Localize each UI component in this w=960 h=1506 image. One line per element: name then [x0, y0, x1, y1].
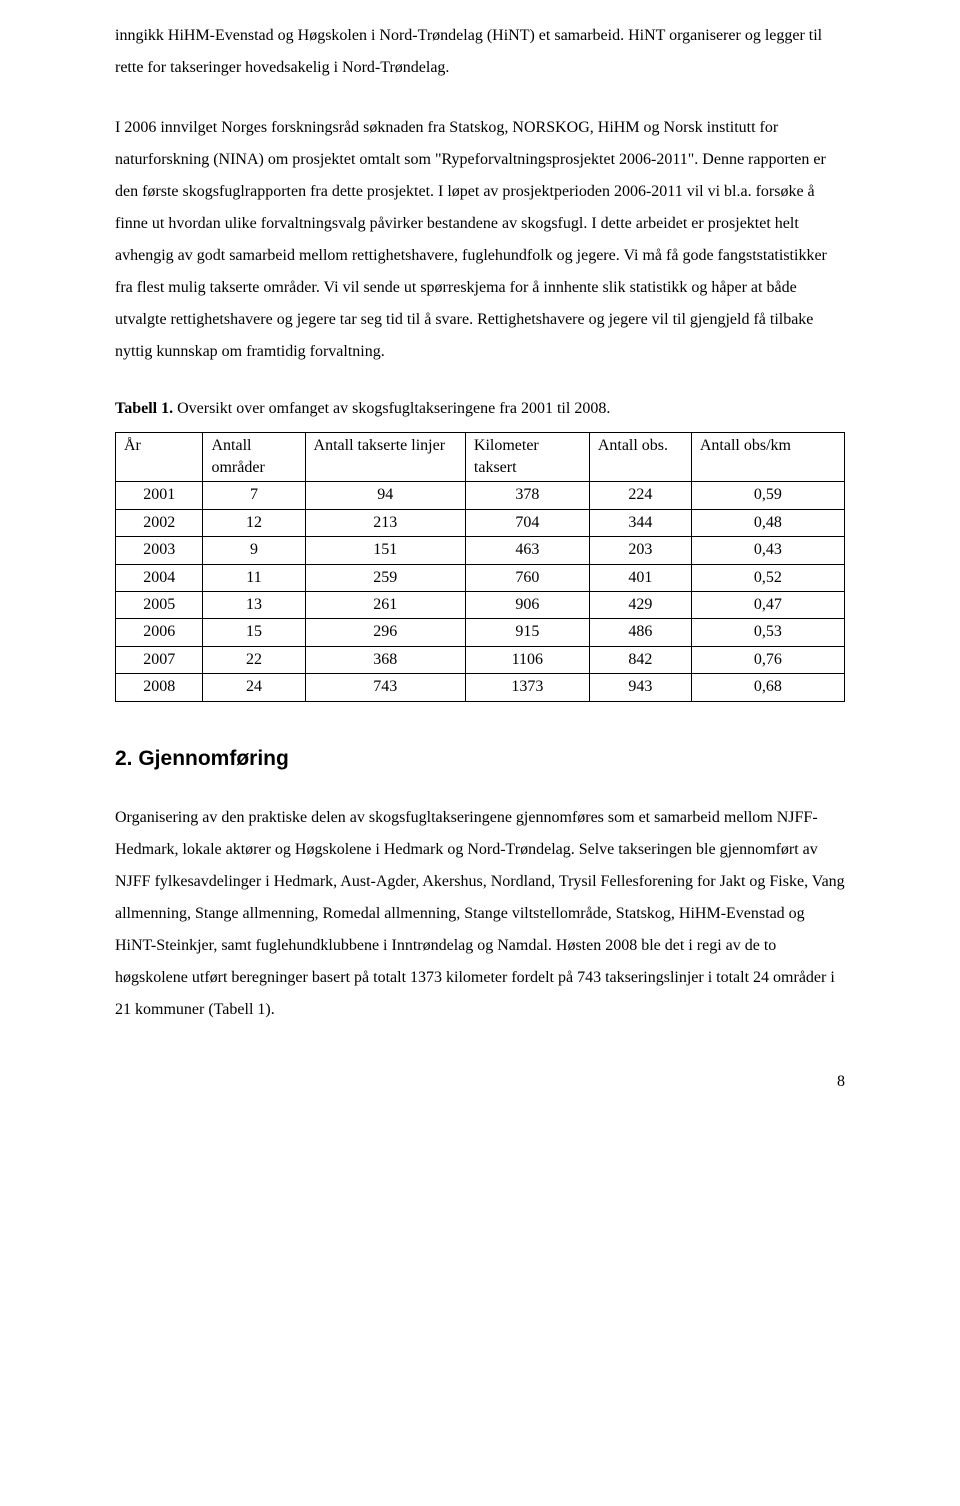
table-cell: 2006 — [116, 619, 203, 646]
paragraph-section-body: Organisering av den praktiske delen av s… — [115, 802, 845, 1026]
table-cell: 224 — [589, 482, 691, 509]
col-areas: Antall områder — [203, 432, 305, 482]
table-cell: 429 — [589, 591, 691, 618]
table-cell: 203 — [589, 537, 691, 564]
table-body: 20017943782240,592002122137043440,482003… — [116, 482, 845, 701]
table-row: 20072236811068420,76 — [116, 646, 845, 673]
table-cell: 0,47 — [691, 591, 844, 618]
paragraph-intro-2: I 2006 innvilget Norges forskningsråd sø… — [115, 112, 845, 368]
table-cell: 915 — [465, 619, 589, 646]
table-cell: 2002 — [116, 509, 203, 536]
col-km: Kilometer taksert — [465, 432, 589, 482]
table-cell: 11 — [203, 564, 305, 591]
table-cell: 1373 — [465, 674, 589, 701]
table-cell: 344 — [589, 509, 691, 536]
page-number: 8 — [115, 1074, 845, 1090]
table-cell: 0,52 — [691, 564, 844, 591]
table-cell: 261 — [305, 591, 465, 618]
table-cell: 296 — [305, 619, 465, 646]
table-cell: 13 — [203, 591, 305, 618]
col-obskm: Antall obs/km — [691, 432, 844, 482]
table-cell: 842 — [589, 646, 691, 673]
table-cell: 94 — [305, 482, 465, 509]
table-cell: 743 — [305, 674, 465, 701]
table-cell: 7 — [203, 482, 305, 509]
table-cell: 943 — [589, 674, 691, 701]
table-row: 200391514632030,43 — [116, 537, 845, 564]
table-row: 2006152969154860,53 — [116, 619, 845, 646]
table-cell: 2005 — [116, 591, 203, 618]
table-row: 2004112597604010,52 — [116, 564, 845, 591]
table-cell: 378 — [465, 482, 589, 509]
table-row: 2002122137043440,48 — [116, 509, 845, 536]
table-cell: 760 — [465, 564, 589, 591]
table-cell: 213 — [305, 509, 465, 536]
table-cell: 704 — [465, 509, 589, 536]
table-cell: 24 — [203, 674, 305, 701]
table-cell: 22 — [203, 646, 305, 673]
table-cell: 2004 — [116, 564, 203, 591]
table-cell: 463 — [465, 537, 589, 564]
col-year: År — [116, 432, 203, 482]
table-row: 20017943782240,59 — [116, 482, 845, 509]
table-cell: 401 — [589, 564, 691, 591]
section-heading: 2. Gjennomføring — [115, 738, 845, 780]
table-cell: 15 — [203, 619, 305, 646]
table-cell: 151 — [305, 537, 465, 564]
table-cell: 2008 — [116, 674, 203, 701]
table-cell: 9 — [203, 537, 305, 564]
table-cell: 2003 — [116, 537, 203, 564]
table-cell: 0,48 — [691, 509, 844, 536]
col-obs: Antall obs. — [589, 432, 691, 482]
table-row: 2005132619064290,47 — [116, 591, 845, 618]
table-cell: 1106 — [465, 646, 589, 673]
table-cell: 0,68 — [691, 674, 844, 701]
table-cell: 0,76 — [691, 646, 844, 673]
table-caption-label: Tabell 1. — [115, 400, 173, 417]
table-row: 20082474313739430,68 — [116, 674, 845, 701]
table-cell: 259 — [305, 564, 465, 591]
table-cell: 368 — [305, 646, 465, 673]
table-header-row: År Antall områder Antall takserte linjer… — [116, 432, 845, 482]
table-cell: 0,59 — [691, 482, 844, 509]
data-table: År Antall områder Antall takserte linjer… — [115, 432, 845, 702]
table-cell: 906 — [465, 591, 589, 618]
paragraph-intro-1: inngikk HiHM-Evenstad og Høgskolen i Nor… — [115, 20, 845, 84]
table-cell: 2001 — [116, 482, 203, 509]
table-cell: 2007 — [116, 646, 203, 673]
table-cell: 0,53 — [691, 619, 844, 646]
table-cell: 486 — [589, 619, 691, 646]
table-cell: 0,43 — [691, 537, 844, 564]
table-caption-text: Oversikt over omfanget av skogsfugltakse… — [173, 400, 610, 417]
col-lines: Antall takserte linjer — [305, 432, 465, 482]
table-cell: 12 — [203, 509, 305, 536]
table-caption: Tabell 1. Oversikt over omfanget av skog… — [115, 396, 845, 422]
